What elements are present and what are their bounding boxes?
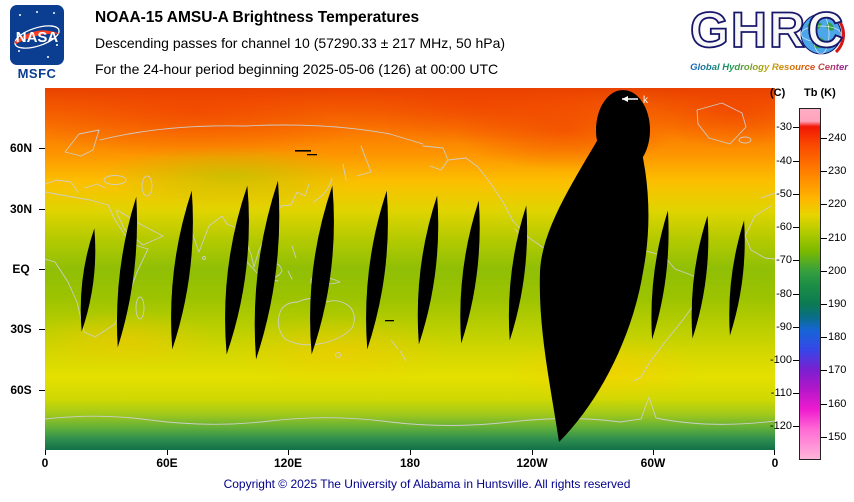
lon-axis-label: 60W — [640, 456, 666, 470]
missing-orbit-swath-head — [596, 90, 650, 170]
data-gap-swath — [225, 185, 249, 355]
axis-tick — [653, 450, 654, 455]
kelvin-tick-label: 190 — [828, 298, 847, 310]
axis-tick — [793, 227, 799, 228]
data-gap-swath — [691, 215, 709, 339]
kelvin-tick-label: 220 — [828, 198, 847, 210]
ghrc-acronym: GHRC — [689, 1, 846, 59]
axis-tick — [39, 209, 45, 210]
lat-axis-label: 30S — [10, 322, 32, 336]
axis-tick — [39, 148, 45, 149]
lat-axis-label: EQ — [12, 262, 30, 276]
data-gap-swaths — [80, 90, 745, 442]
axis-tick — [793, 294, 799, 295]
axis-tick — [821, 437, 827, 438]
missing-orbit-swath — [539, 94, 649, 442]
kelvin-tick-label: 200 — [828, 265, 847, 277]
axis-tick — [821, 238, 827, 239]
colorbar-title-kelvin: Tb (K) — [804, 87, 836, 99]
data-gap-swath — [254, 180, 280, 360]
axis-tick — [821, 404, 827, 405]
nasa-insignia-icon: NASA — [10, 5, 64, 65]
data-gap-swath — [171, 190, 193, 350]
lat-axis-label: 30N — [9, 202, 32, 216]
msfc-label: MSFC — [17, 66, 57, 81]
data-gap-swath — [460, 200, 480, 344]
lat-axis-label: 60N — [9, 141, 32, 155]
lon-axis-label: 120E — [273, 456, 303, 470]
ghrc-logo: GHRC Global Hydrology Resource Center — [688, 1, 850, 82]
plot-title: NOAA-15 AMSU-A Brightness Temperatures — [95, 9, 420, 26]
axis-tick — [45, 450, 46, 455]
colorbar — [799, 108, 821, 460]
data-gap-swath — [729, 220, 745, 336]
celsius-tick-label: -110 — [770, 387, 792, 399]
axis-tick — [821, 370, 827, 371]
axis-tick — [793, 127, 799, 128]
kelvin-tick-label: 160 — [828, 398, 847, 410]
axis-tick — [821, 138, 827, 139]
axis-tick — [410, 450, 411, 455]
lon-axis-label: 0 — [41, 456, 49, 470]
world-map: k — [45, 88, 775, 450]
axis-tick — [288, 450, 289, 455]
copyright-text: Copyright © 2025 The University of Alaba… — [223, 477, 631, 491]
axis-tick — [793, 327, 799, 328]
kelvin-tick-label: 180 — [828, 331, 847, 343]
axis-tick — [167, 450, 168, 455]
celsius-tick-label: -90 — [776, 321, 792, 333]
kelvin-tick-label: 210 — [828, 232, 847, 244]
lon-axis-label: 180 — [399, 456, 421, 470]
celsius-tick-label: -100 — [769, 354, 792, 366]
map-annotation: k — [622, 95, 649, 106]
celsius-tick-label: -80 — [776, 288, 792, 300]
data-gap-swath — [508, 205, 528, 341]
lon-axis-label: 0 — [771, 456, 779, 470]
data-gap-swath — [310, 185, 334, 355]
data-gap-swath — [651, 210, 669, 340]
axis-tick — [793, 260, 799, 261]
lon-axis-label: 60E — [156, 456, 178, 470]
celsius-tick-label: -40 — [776, 155, 792, 167]
axis-tick — [793, 194, 799, 195]
celsius-tick-label: -30 — [776, 121, 792, 133]
ghrc-tagline: Global Hydrology Resource Center — [688, 62, 850, 73]
axis-tick — [821, 304, 827, 305]
data-gap-swath — [366, 190, 388, 350]
nasa-wordmark: NASA — [16, 29, 59, 46]
celsius-tick-label: -70 — [776, 254, 792, 266]
plot-period-line: For the 24-hour period beginning 2025-05… — [95, 61, 499, 77]
kelvin-tick-label: 170 — [828, 364, 847, 376]
axis-tick — [532, 450, 533, 455]
axis-tick — [39, 329, 45, 330]
celsius-tick-label: -50 — [776, 188, 792, 200]
lon-axis-label: 120W — [516, 456, 548, 470]
map-annotation-label: k — [643, 95, 649, 106]
axis-tick — [774, 450, 775, 455]
data-gap-swath — [417, 195, 439, 345]
colorbar-title-celsius: (C) — [770, 87, 786, 99]
axis-tick — [821, 204, 827, 205]
axis-tick — [793, 393, 799, 394]
celsius-tick-label: -60 — [776, 221, 792, 233]
data-gap-swath — [80, 228, 96, 332]
lat-axis-label: 60S — [10, 383, 32, 397]
globe-icon — [800, 12, 846, 55]
axis-tick — [793, 161, 799, 162]
axis-tick — [821, 271, 827, 272]
kelvin-tick-label: 150 — [828, 431, 847, 443]
coastlines — [45, 102, 775, 426]
axis-tick — [793, 426, 799, 427]
kelvin-tick-label: 230 — [828, 165, 847, 177]
axis-tick — [39, 390, 45, 391]
nasa-logo: NASA — [10, 5, 64, 65]
axis-tick — [793, 360, 799, 361]
axis-tick — [821, 171, 827, 172]
axis-tick — [39, 269, 45, 270]
data-gap-swath — [116, 196, 138, 348]
celsius-tick-label: -120 — [769, 420, 792, 432]
kelvin-tick-label: 240 — [828, 132, 847, 144]
plot-subtitle: Descending passes for channel 10 (57290.… — [95, 35, 506, 51]
axis-tick — [821, 337, 827, 338]
